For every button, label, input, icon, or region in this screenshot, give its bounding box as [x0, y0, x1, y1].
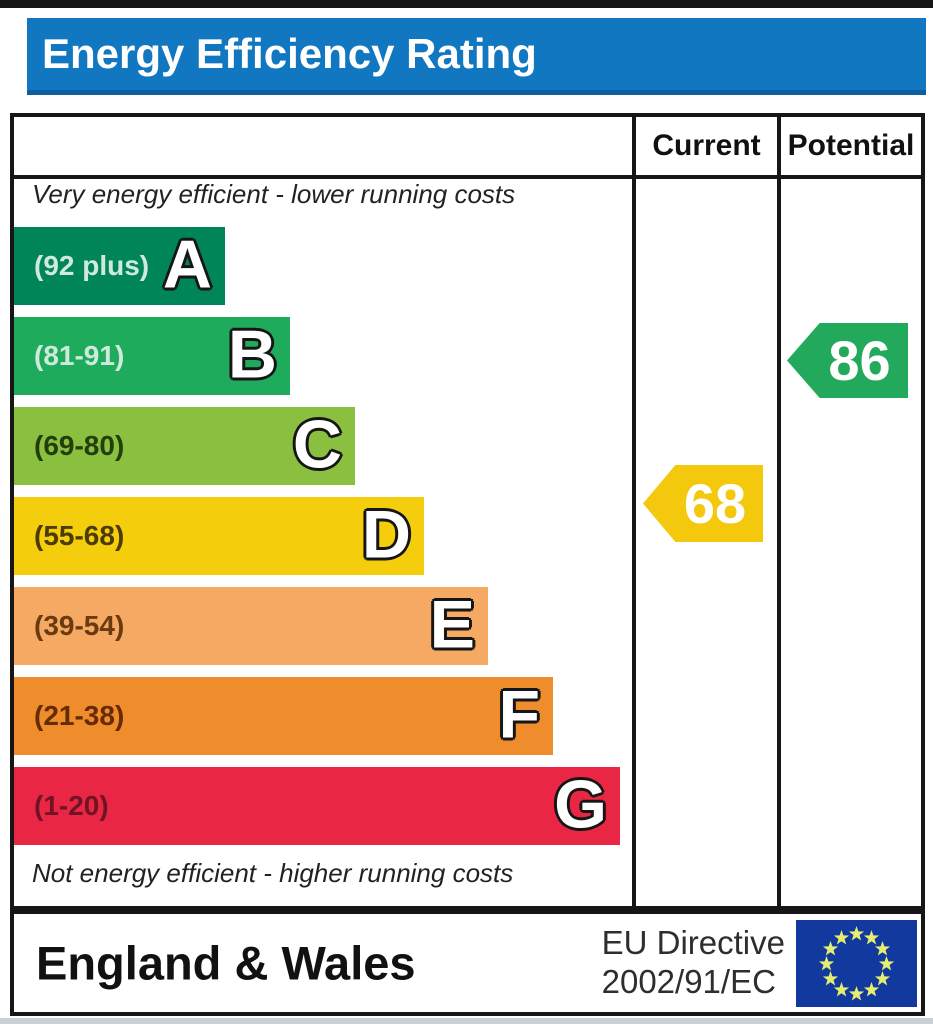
eu-directive-line1: EU Directive	[601, 924, 785, 962]
band-row-E: (39-54) E	[14, 587, 488, 665]
band-range-label-C: (69-80)	[34, 430, 125, 461]
band-letter-C: C	[292, 406, 342, 483]
potential-rating-value: 86	[828, 329, 891, 392]
column-header-potential: Potential	[787, 129, 915, 162]
current-rating-value: 68	[683, 472, 747, 535]
band-row-D: (55-68) D	[14, 497, 424, 575]
column-header-current: Current	[652, 129, 761, 162]
band-range-label-F: (21-38)	[34, 700, 125, 731]
bottom-note: Not energy efficient - higher running co…	[32, 858, 514, 888]
title-bar: Energy Efficiency Rating	[27, 18, 926, 95]
band-letter-A: A	[162, 226, 212, 303]
band-range-label-E: (39-54)	[34, 610, 125, 641]
potential-rating-arrow: 86	[787, 323, 908, 398]
eu-directive-line2: 2002/91/EC	[601, 963, 776, 1000]
band-letter-F: F	[498, 676, 540, 753]
band-range-label-D: (55-68)	[34, 520, 125, 551]
rating-table: Current Potential Very energy efficient …	[10, 113, 925, 910]
eu-directive-label: EU Directive 2002/91/EC	[602, 924, 785, 1002]
band-letter-E: E	[429, 586, 475, 663]
band-row-C: (69-80) C	[14, 407, 355, 485]
band-letter-D: D	[361, 496, 411, 573]
region-label: England & Wales	[36, 936, 416, 990]
band-row-A: (92 plus) A	[14, 227, 225, 305]
current-rating-arrow: 68	[643, 465, 763, 542]
column-divider-current	[632, 117, 636, 906]
band-range-label-A: (92 plus)	[34, 250, 150, 281]
band-range-label-B: (81-91)	[34, 340, 125, 371]
band-row-F: (21-38) F	[14, 677, 553, 755]
bottom-border-strip	[0, 1018, 933, 1024]
page-title: Energy Efficiency Rating	[42, 30, 537, 77]
band-row-G: (1-20) G	[14, 767, 620, 845]
band-letter-G: G	[554, 766, 607, 843]
top-border-strip	[0, 0, 933, 8]
header-divider-line	[14, 175, 921, 179]
footer-bar: England & Wales EU Directive 2002/91/EC	[10, 910, 925, 1016]
band-row-B: (81-91) B	[14, 317, 290, 395]
eu-flag-icon	[796, 920, 917, 1007]
column-divider-potential	[777, 117, 781, 906]
band-letter-B: B	[227, 316, 277, 393]
band-range-label-G: (1-20)	[34, 790, 109, 821]
top-note: Very energy efficient - lower running co…	[32, 179, 516, 209]
